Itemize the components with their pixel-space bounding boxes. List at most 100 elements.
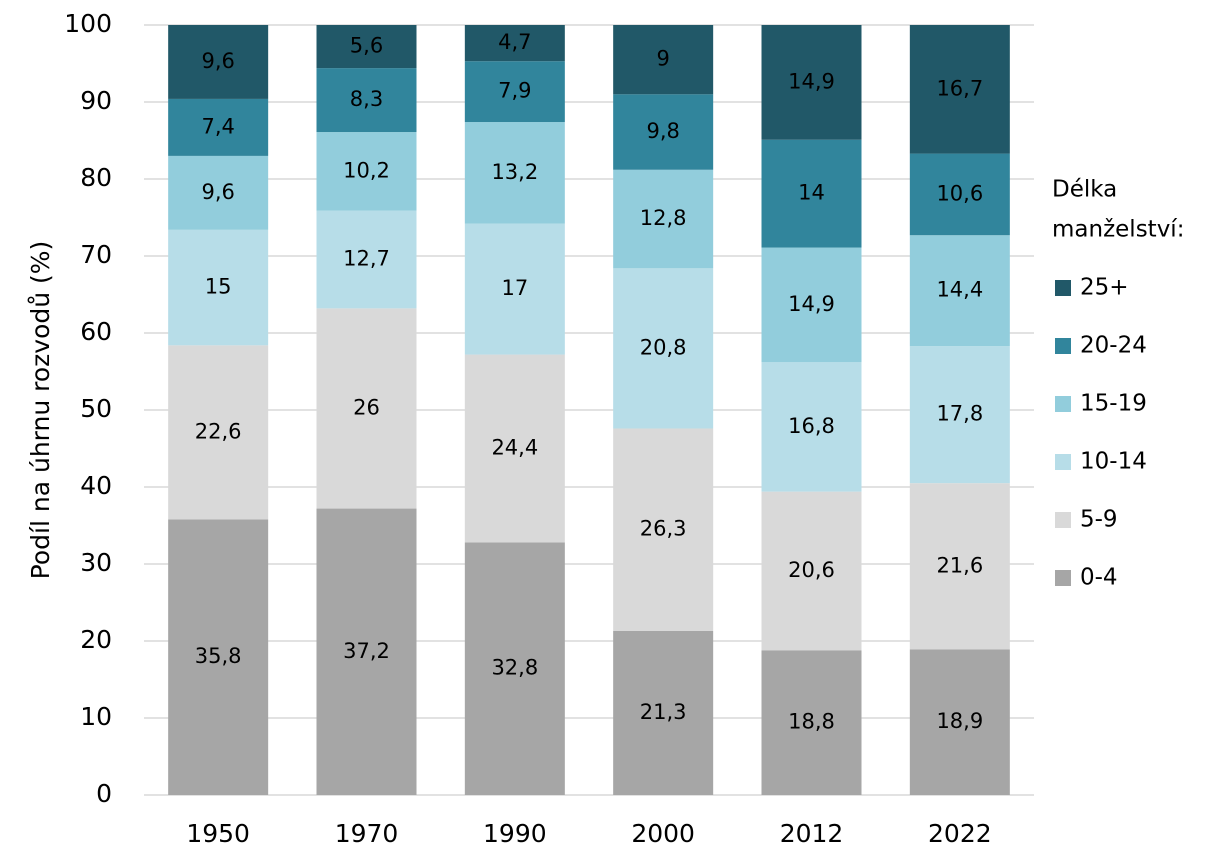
x-tick-label: 1990: [483, 819, 547, 848]
legend-swatch: [1055, 280, 1071, 296]
legend-label: 10-14: [1080, 449, 1147, 475]
data-label: 13,2: [491, 160, 538, 184]
bar-segment: [909, 235, 1010, 347]
data-label: 9,6: [201, 180, 234, 204]
data-label: 37,2: [343, 639, 390, 663]
bar-segment: [464, 25, 565, 62]
legend-label: 20-24: [1080, 333, 1147, 359]
y-tick-label: 90: [80, 86, 112, 115]
bar-segment: [613, 169, 714, 269]
bar-segment: [613, 25, 714, 95]
data-label: 14: [798, 181, 825, 205]
bar-segment: [761, 650, 862, 795]
bar-segment: [168, 25, 269, 99]
data-label: 22,6: [195, 419, 242, 443]
bar-segment: [168, 345, 269, 520]
bar-segment: [613, 94, 714, 170]
data-label: 10,6: [936, 181, 983, 205]
data-label: 8,3: [350, 87, 383, 111]
data-label: 21,6: [936, 553, 983, 577]
legend-label: 5-9: [1080, 507, 1118, 533]
bar-segment: [168, 155, 269, 230]
x-tick-label: 2022: [928, 819, 992, 848]
data-label: 7,9: [498, 79, 531, 103]
bar-segment: [316, 25, 417, 69]
data-label: 26,3: [640, 517, 687, 541]
bar-segment: [464, 542, 565, 795]
data-label: 9,6: [201, 49, 234, 73]
data-label: 5,6: [350, 34, 383, 58]
bar-segment: [168, 229, 269, 346]
bar-segment: [316, 508, 417, 795]
data-label: 4,7: [498, 30, 531, 54]
legend-swatch: [1055, 512, 1071, 528]
bar-segment: [464, 354, 565, 543]
bar-segment: [316, 308, 417, 509]
bar-segment: [316, 132, 417, 211]
legend-swatch: [1055, 570, 1071, 586]
y-tick-label: 60: [80, 317, 112, 346]
bar-segment: [168, 98, 269, 156]
y-tick-label: 40: [80, 471, 112, 500]
y-tick-label: 50: [80, 394, 112, 423]
data-label: 9,8: [646, 119, 679, 143]
data-label: 18,9: [936, 709, 983, 733]
legend-swatch: [1055, 396, 1071, 412]
y-tick-label: 80: [80, 163, 112, 192]
bar-segment: [316, 210, 417, 309]
bar-segment: [761, 362, 862, 492]
data-label: 12,7: [343, 246, 390, 270]
bar-segment: [613, 428, 714, 631]
data-label: 24,4: [491, 436, 538, 460]
bar-segment: [613, 630, 714, 795]
data-label: 32,8: [491, 656, 538, 680]
y-tick-label: 0: [96, 779, 112, 808]
data-label: 20,6: [788, 558, 835, 582]
data-label: 26: [353, 395, 380, 419]
data-label: 15: [205, 275, 232, 299]
data-label: 21,3: [640, 700, 687, 724]
data-label: 16,7: [936, 76, 983, 100]
y-tick-label: 10: [80, 702, 112, 731]
legend-label: 25+: [1080, 275, 1129, 301]
x-tick-label: 1970: [335, 819, 399, 848]
data-label: 14,9: [788, 69, 835, 93]
data-label: 7,4: [201, 114, 234, 138]
x-tick-label: 1950: [186, 819, 250, 848]
bar-segment: [761, 25, 862, 140]
y-tick-label: 20: [80, 625, 112, 654]
data-label: 12,8: [640, 206, 687, 230]
bar-segment: [909, 483, 1010, 650]
bar-segment: [168, 519, 269, 795]
data-label: 14,4: [936, 278, 983, 302]
bar-segment: [464, 223, 565, 355]
bar-segment: [464, 61, 565, 123]
bar-segment: [761, 139, 862, 248]
bar-segment: [316, 68, 417, 133]
data-label: 17,8: [936, 402, 983, 426]
x-tick-label: 2000: [631, 819, 695, 848]
bar-segment: [909, 153, 1010, 236]
y-axis-title: Podíl na úhrnu rozvodů (%): [26, 241, 55, 580]
bar-segment: [464, 122, 565, 224]
data-label: 17: [501, 276, 528, 300]
data-label: 16,8: [788, 414, 835, 438]
legend-swatch: [1055, 338, 1071, 354]
legend-label: 0-4: [1080, 565, 1118, 591]
data-label: 9: [656, 47, 669, 71]
bar-segment: [761, 247, 862, 363]
data-label: 20,8: [640, 335, 687, 359]
legend-swatch: [1055, 454, 1071, 470]
legend-title: Délka: [1052, 177, 1117, 203]
data-label: 14,9: [788, 292, 835, 316]
x-tick-label: 2012: [780, 819, 844, 848]
data-label: 35,8: [195, 644, 242, 668]
bar-segment: [909, 649, 1010, 795]
bar-segment: [909, 25, 1010, 154]
bar-segment: [909, 346, 1010, 484]
y-tick-label: 30: [80, 548, 112, 577]
bar-segment: [761, 491, 862, 651]
data-label: 10,2: [343, 158, 390, 182]
legend-title: manželství:: [1052, 217, 1184, 243]
